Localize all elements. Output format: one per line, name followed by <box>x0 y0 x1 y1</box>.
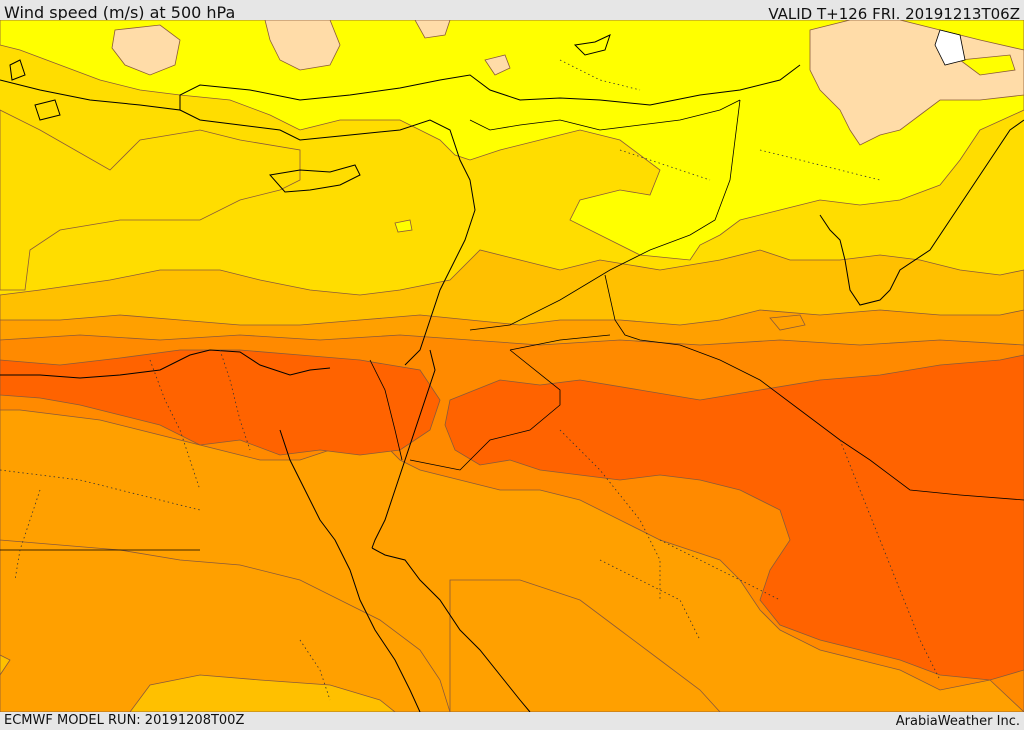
header-bar: Wind speed (m/s) at 500 hPa VALID T+126 … <box>0 0 1024 23</box>
model-run: ECMWF MODEL RUN: 20191208T00Z <box>4 713 245 728</box>
band-patch-2 <box>394 219 413 233</box>
map-title: Wind speed (m/s) at 500 hPa <box>4 3 236 22</box>
footer-bar: ECMWF MODEL RUN: 20191208T00Z ArabiaWeat… <box>0 712 1024 729</box>
band-light-east <box>809 20 1024 146</box>
band-light-north <box>264 20 341 71</box>
band-light-west <box>111 24 181 76</box>
band-light-dot <box>484 54 511 76</box>
internal-borders <box>0 59 941 701</box>
band-gold-west <box>0 109 301 291</box>
band-patch-1 <box>769 314 806 331</box>
band-yellow <box>0 20 1024 261</box>
band-light-small <box>414 20 451 39</box>
weather-map <box>0 20 1024 712</box>
coastlines <box>0 34 1024 712</box>
credit: ArabiaWeather Inc. <box>895 714 1020 729</box>
valid-time: VALID T+126 FRI. 20191213T06Z <box>768 5 1020 23</box>
lake-patch <box>934 29 966 66</box>
wind-speed-map <box>0 20 1024 712</box>
band-amber-south <box>129 674 396 712</box>
band-amber-corner <box>0 654 11 676</box>
band-red-orange-east <box>444 354 1024 681</box>
band-orange-sudan <box>449 579 721 712</box>
band-patch-3 <box>958 54 1016 76</box>
